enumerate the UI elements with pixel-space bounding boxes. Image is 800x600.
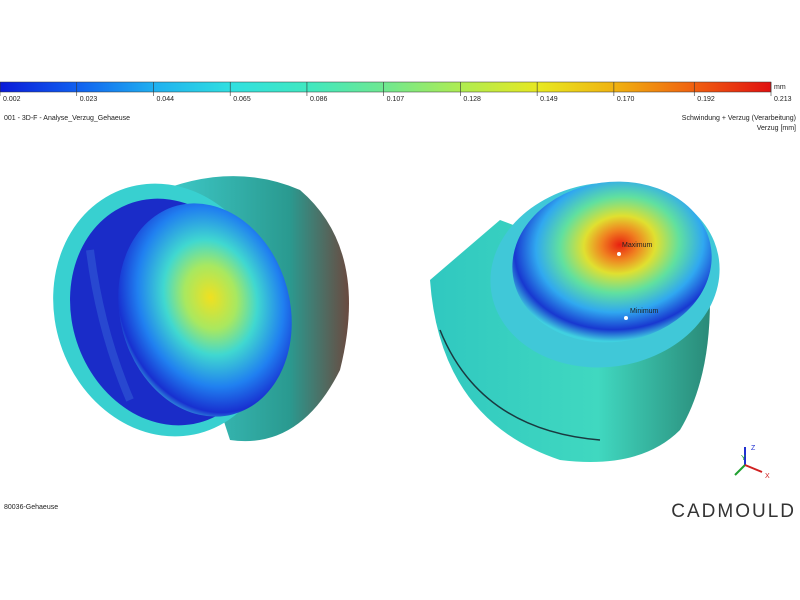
tick-label: 0.044	[156, 96, 174, 103]
tick-label: 0.213	[774, 96, 792, 103]
min-label: Minimum	[630, 308, 659, 315]
tick-label: 0.170	[617, 96, 635, 103]
tick-label: 0.086	[310, 96, 328, 103]
max-label: Maximum	[622, 242, 653, 249]
min-marker	[624, 316, 628, 320]
axis-triad: Z Y X	[734, 445, 770, 480]
tick-label: 0.023	[80, 96, 98, 103]
inner-bottom	[118, 203, 292, 417]
right-part: Maximum Minimum	[430, 181, 720, 462]
tick-label: 0.128	[463, 96, 481, 103]
inner-edge	[86, 249, 134, 402]
z-label: Z	[751, 445, 756, 452]
x-axis	[744, 464, 763, 473]
part-name: 80036-Gehaeuse	[4, 504, 58, 511]
tick-label: 0.065	[233, 96, 251, 103]
color-scale	[0, 81, 772, 93]
tick-label: 0.192	[697, 96, 715, 103]
y-label: Y	[741, 455, 746, 462]
quantity: Verzug [mm]	[757, 125, 796, 132]
max-marker	[617, 252, 621, 256]
x-label: X	[765, 473, 770, 480]
unit: mm	[774, 84, 786, 91]
y-axis	[734, 464, 746, 476]
result-name: Schwindung + Verzug (Verarbeitung)	[682, 115, 796, 122]
top-face	[512, 181, 712, 343]
tick-label: 0.107	[387, 96, 405, 103]
logo: CADMOULD	[671, 501, 796, 522]
analysis-name: 001 - 3D-F - Analyse_Verzug_Gehaeuse	[4, 115, 130, 122]
tick-label: 0.002	[3, 96, 21, 103]
left-part	[53, 176, 349, 442]
groove	[439, 329, 601, 441]
tick-label: 0.149	[540, 96, 558, 103]
